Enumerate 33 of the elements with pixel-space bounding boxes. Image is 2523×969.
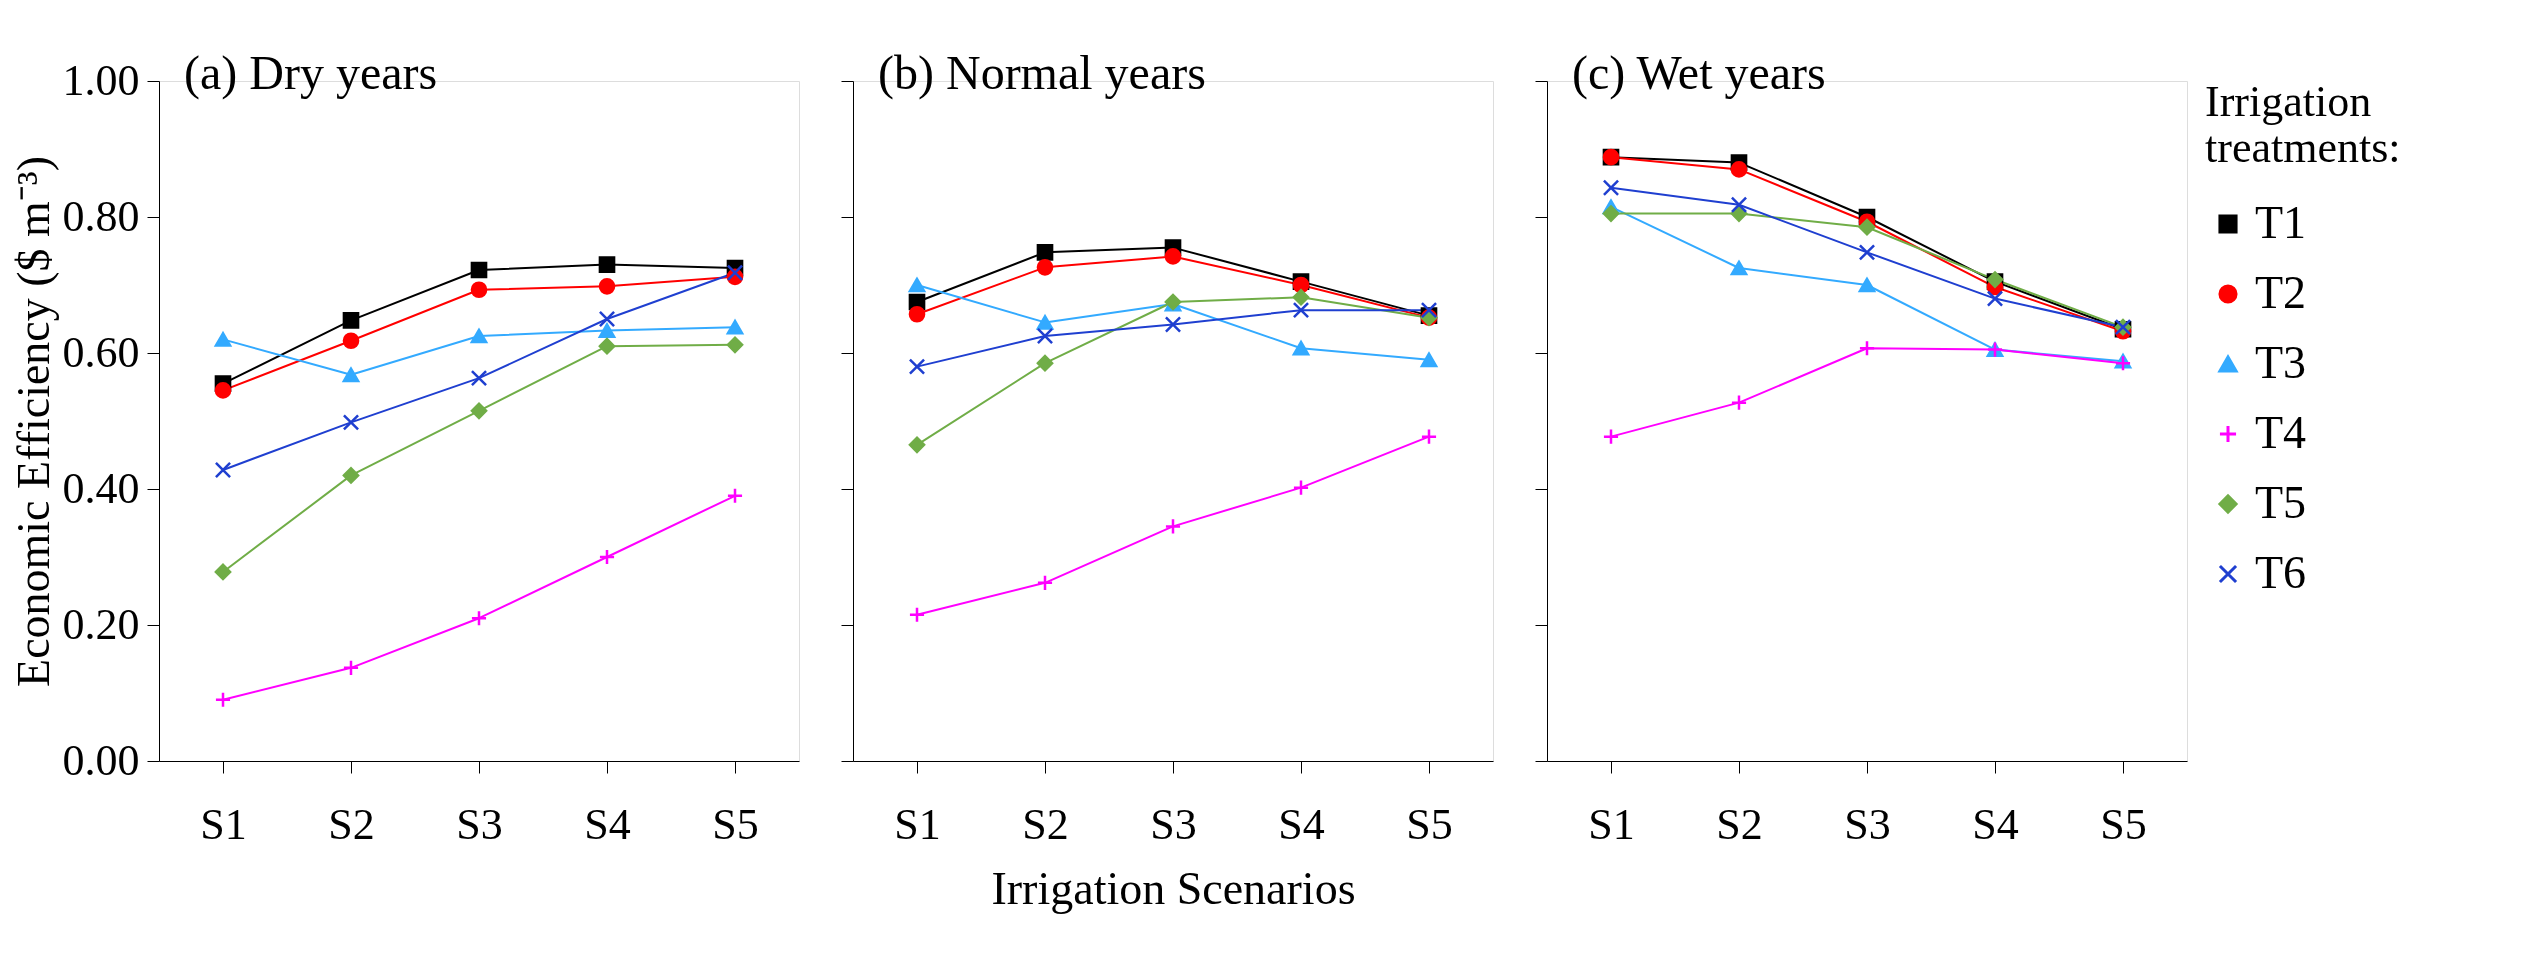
x-tick-label: S3 <box>456 799 503 849</box>
x-tick-label: S3 <box>1150 799 1197 849</box>
legend-label: T1 <box>2255 197 2307 248</box>
y-tick-label: 1.00 <box>62 55 140 105</box>
x-tick-label: S2 <box>1022 799 1069 849</box>
legend-label: T3 <box>2255 337 2307 388</box>
legend-title: Irrigation treatments: <box>2205 77 2401 172</box>
x-tick-label: S2 <box>1716 799 1763 849</box>
legend-label: T5 <box>2255 477 2307 528</box>
legend-label: T2 <box>2255 267 2307 318</box>
x-axis-title: Irrigation Scenarios <box>991 862 1356 914</box>
x-tick-label: S1 <box>1588 799 1635 849</box>
y-tick-label: 0.00 <box>62 735 140 785</box>
chart-title: (b) Normal years <box>878 46 1206 100</box>
x-tick-label: S4 <box>1972 799 2019 849</box>
x-tick-label: S1 <box>200 799 247 849</box>
y-tick-label: 0.40 <box>62 463 140 513</box>
x-tick-label: S5 <box>712 799 759 849</box>
y-axis-title: Economic Efficiency ($ m⁻³) <box>7 156 59 687</box>
x-tick-label: S5 <box>1406 799 1453 849</box>
x-tick-label: S3 <box>1844 799 1891 849</box>
chart-title: (a) Dry years <box>184 46 438 100</box>
legend-label: T4 <box>2255 407 2307 458</box>
x-tick-label: S1 <box>894 799 941 849</box>
x-tick-label: S5 <box>2100 799 2147 849</box>
x-tick-label: S4 <box>584 799 631 849</box>
chart-title: (c) Wet years <box>1572 46 1826 100</box>
legend-label: T6 <box>2255 547 2307 598</box>
x-tick-label: S4 <box>1278 799 1325 849</box>
y-tick-label: 0.60 <box>62 327 140 377</box>
x-tick-label: S2 <box>328 799 375 849</box>
y-tick-label: 0.80 <box>62 191 140 241</box>
y-tick-label: 0.20 <box>62 599 140 649</box>
